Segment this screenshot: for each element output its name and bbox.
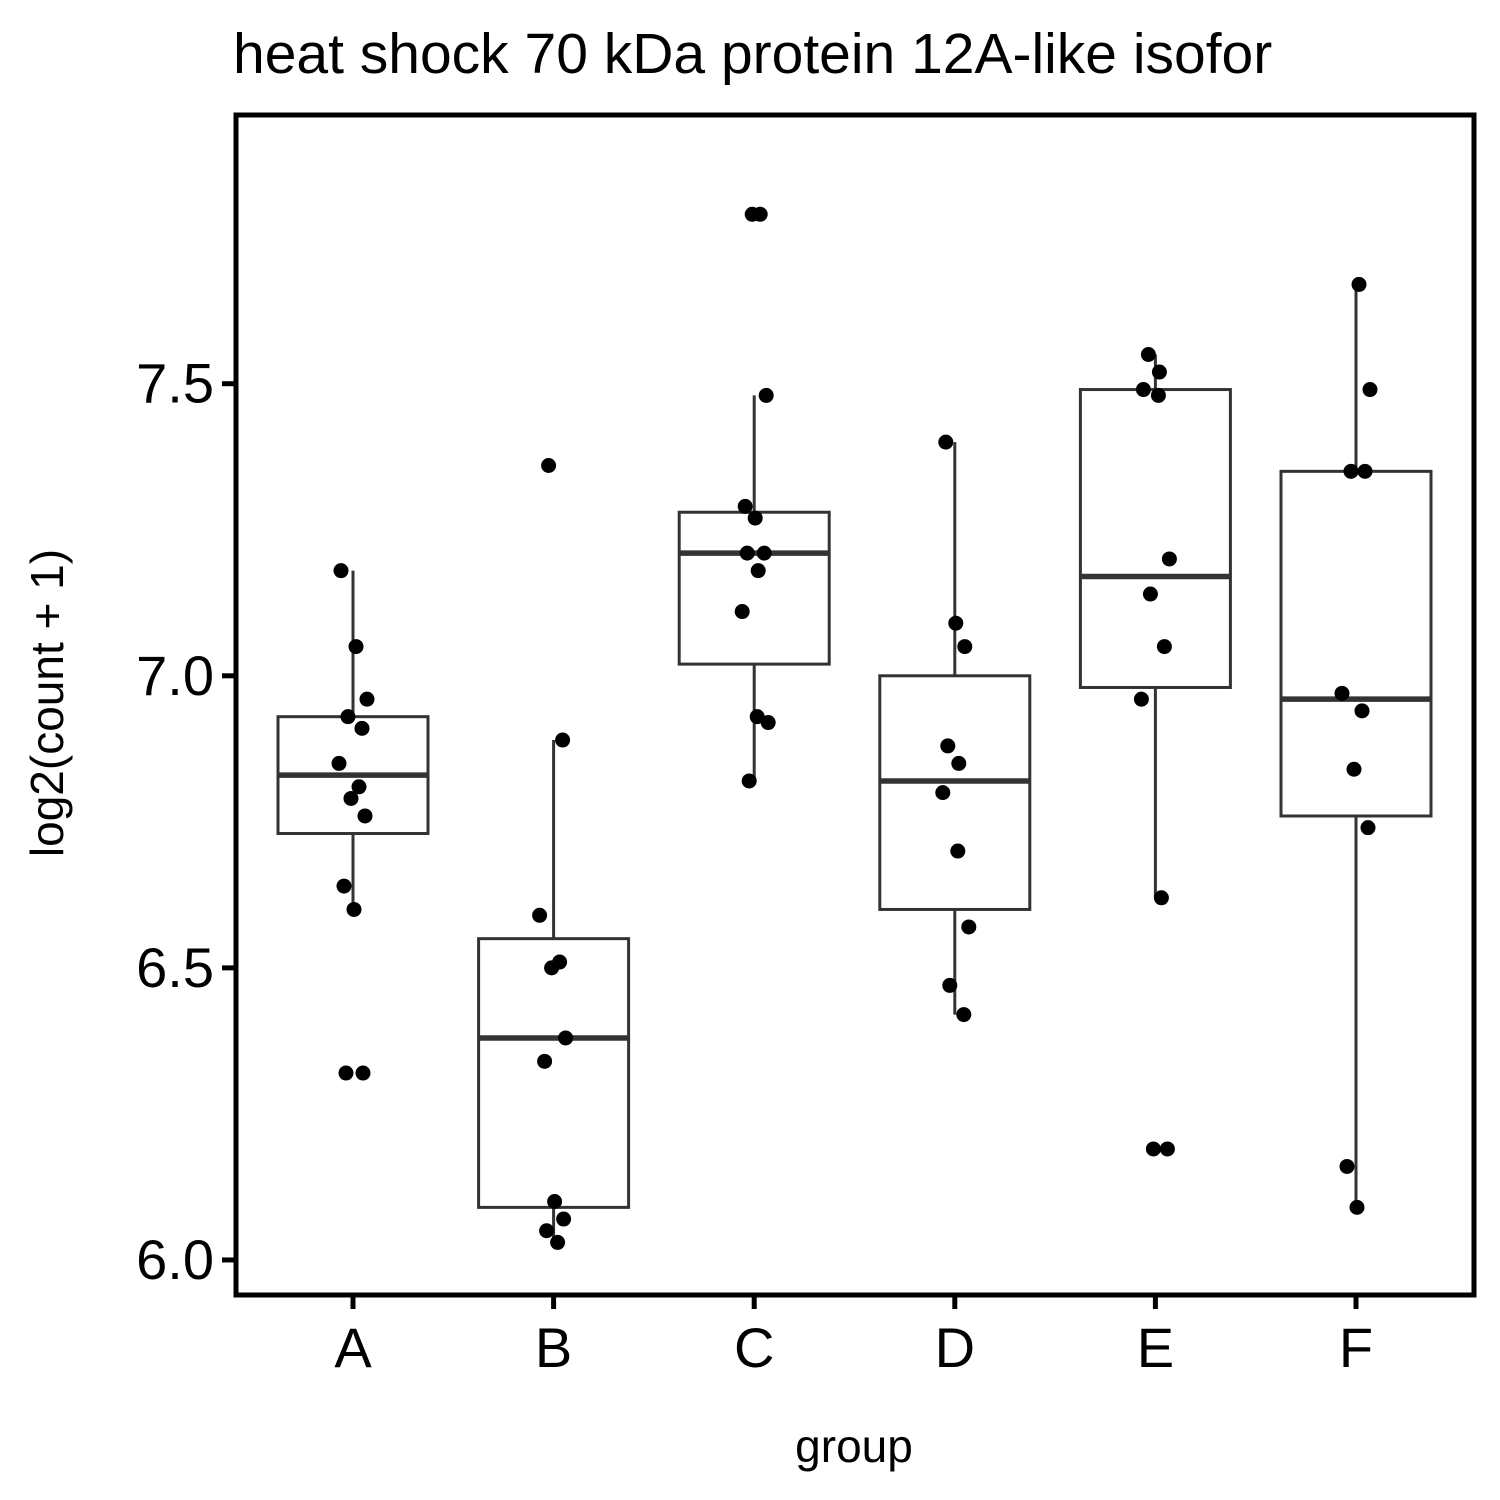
box-group-d <box>878 442 1032 1015</box>
data-point <box>1159 1141 1175 1157</box>
data-point <box>544 960 560 976</box>
data-point <box>532 907 548 923</box>
data-point <box>1156 639 1172 655</box>
data-point <box>537 1053 553 1069</box>
data-point <box>1133 691 1149 707</box>
data-point <box>1360 820 1376 836</box>
data-point <box>957 639 973 655</box>
data-point <box>1161 551 1177 567</box>
data-point <box>1151 364 1167 380</box>
y-tick-label: 7.5 <box>136 352 214 415</box>
data-point <box>555 732 571 748</box>
data-point <box>539 1223 555 1239</box>
data-point <box>747 510 763 526</box>
data-point <box>558 1030 574 1046</box>
data-point <box>359 691 375 707</box>
data-point <box>1339 1158 1355 1174</box>
data-point <box>1346 761 1362 777</box>
box <box>1078 388 1232 689</box>
data-point <box>938 434 954 450</box>
data-point <box>956 1007 972 1023</box>
y-tick-label: 6.0 <box>136 1228 214 1291</box>
data-point <box>942 977 958 993</box>
data-point <box>348 639 364 655</box>
data-point <box>961 919 977 935</box>
data-point <box>357 808 373 824</box>
data-point <box>1153 890 1169 906</box>
box <box>878 674 1032 911</box>
box-group-c <box>677 395 831 781</box>
x-tick-label: A <box>334 1316 372 1379</box>
data-point <box>1142 586 1158 602</box>
data-point <box>1362 382 1378 398</box>
box-group-b <box>477 740 631 1243</box>
data-point <box>744 206 760 222</box>
x-tick-label: E <box>1137 1316 1174 1379</box>
data-point <box>749 709 765 725</box>
y-axis-label: log2(count + 1) <box>21 549 73 857</box>
data-point <box>1145 1141 1161 1157</box>
data-point <box>351 779 367 795</box>
data-point <box>739 545 755 561</box>
data-point <box>734 604 750 620</box>
data-point <box>1354 703 1370 719</box>
data-point <box>355 1065 371 1081</box>
x-tick-label: F <box>1339 1316 1373 1379</box>
data-point <box>940 738 956 754</box>
data-point <box>333 563 349 579</box>
data-point <box>346 901 362 917</box>
x-tick-label: C <box>734 1316 774 1379</box>
chart-title: heat shock 70 kDa protein 12A-like isofo… <box>233 22 1272 86</box>
data-point <box>1349 1199 1365 1215</box>
x-tick-label: D <box>935 1316 975 1379</box>
data-point <box>760 715 776 731</box>
data-point <box>1150 387 1166 403</box>
box <box>1279 469 1433 818</box>
data-point <box>951 755 967 771</box>
data-point <box>1140 347 1156 363</box>
data-point <box>948 615 964 631</box>
data-point <box>331 755 347 771</box>
box-group-e <box>1078 354 1232 898</box>
data-point <box>756 545 772 561</box>
data-point <box>737 498 753 514</box>
box <box>677 510 831 666</box>
plot-border <box>233 112 1477 1298</box>
data-point <box>1351 276 1367 292</box>
data-point <box>935 785 951 801</box>
data-point <box>556 1211 572 1227</box>
y-tick-label: 7.0 <box>136 644 214 707</box>
data-point <box>950 843 966 859</box>
y-tick-label: 6.5 <box>136 936 214 999</box>
data-point <box>541 457 557 473</box>
box-group-f <box>1279 284 1433 1208</box>
data-point <box>340 709 356 725</box>
data-point <box>1343 463 1359 479</box>
data-point <box>1135 382 1151 398</box>
data-point <box>750 563 766 579</box>
box <box>477 937 631 1209</box>
data-point <box>354 720 370 736</box>
data-point <box>336 878 352 894</box>
data-point <box>741 773 757 789</box>
plot-area: 6.0 6.5 7.0 7.5 A B C D E F <box>136 112 1477 1379</box>
data-point <box>1334 685 1350 701</box>
data-point <box>343 790 359 806</box>
data-point <box>758 387 774 403</box>
data-point <box>1357 463 1373 479</box>
box-group-a <box>276 570 430 910</box>
data-point <box>547 1194 563 1210</box>
x-axis-label: group <box>795 1420 913 1472</box>
data-point <box>338 1065 354 1081</box>
x-tick-label: B <box>535 1316 572 1379</box>
data-point <box>550 1234 566 1250</box>
